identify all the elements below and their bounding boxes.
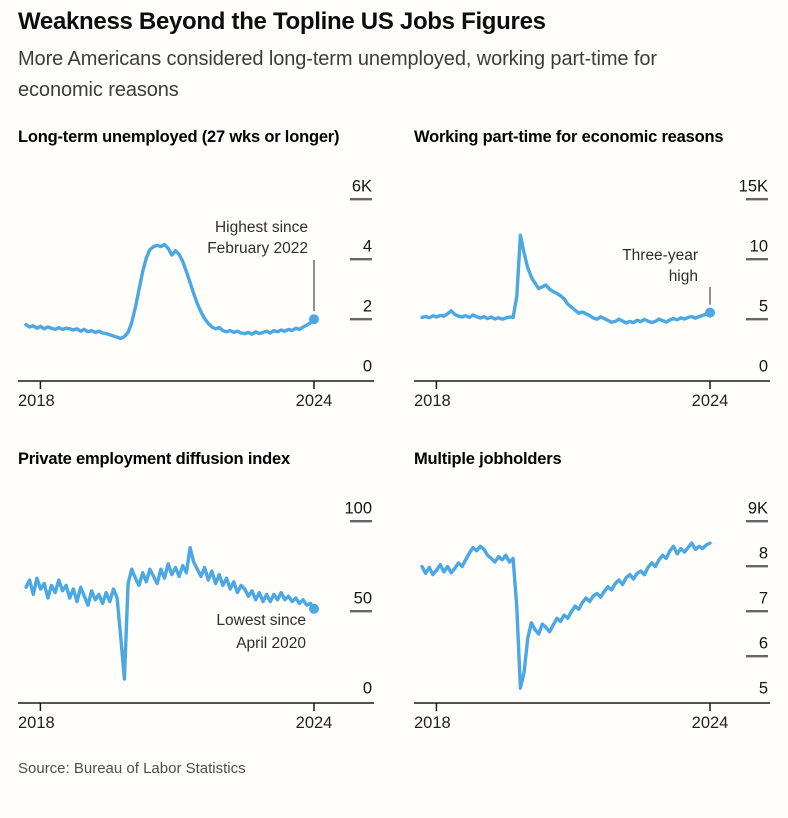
y-axis-label: 0 bbox=[363, 680, 372, 698]
annotation-text: Highest since bbox=[215, 219, 308, 236]
chart-panel-part-time-economic: Working part-time for economic reasons 2… bbox=[414, 128, 770, 416]
y-axis-tick bbox=[746, 655, 768, 658]
y-axis-label: 0 bbox=[363, 358, 372, 376]
y-axis-tick bbox=[350, 610, 372, 613]
annotation-text: Lowest since bbox=[216, 612, 306, 629]
y-axis-label: 5 bbox=[759, 298, 768, 316]
annotation-text: Three-year bbox=[622, 247, 698, 264]
y-axis-label: 10 bbox=[750, 238, 768, 256]
y-axis-tick bbox=[746, 318, 768, 321]
x-axis-label: 2018 bbox=[414, 392, 451, 410]
y-axis-label: 2 bbox=[363, 298, 372, 316]
y-axis-tick bbox=[746, 258, 768, 261]
y-axis-tick bbox=[350, 520, 372, 523]
y-axis-label: 9K bbox=[748, 500, 768, 518]
y-axis-label: 15K bbox=[739, 178, 768, 196]
line-chart-diffusion-index: 2018 2024 100 50 0 Lowest since April 2020 bbox=[18, 500, 374, 732]
y-axis-label: 0 bbox=[759, 358, 768, 376]
y-axis-label: 100 bbox=[344, 500, 372, 518]
end-point-marker bbox=[309, 314, 319, 325]
chart-panel-long-term-unemployed: Long-term unemployed (27 wks or longer) … bbox=[18, 128, 374, 416]
annotation-text: high bbox=[669, 268, 698, 285]
y-axis-label: 6K bbox=[352, 178, 372, 196]
y-axis-tick bbox=[350, 198, 372, 201]
page-subtitle-line-1: More Americans considered long-term unem… bbox=[18, 48, 657, 70]
y-axis-label: 6 bbox=[759, 635, 768, 653]
annotation-text: February 2022 bbox=[207, 240, 308, 257]
y-axis-tick bbox=[746, 198, 768, 201]
y-axis-tick bbox=[350, 258, 372, 261]
page-title: Weakness Beyond the Topline US Jobs Figu… bbox=[18, 8, 546, 35]
page-subtitle-line-2: economic reasons bbox=[18, 79, 179, 101]
data-line bbox=[420, 233, 712, 325]
data-line bbox=[24, 242, 316, 341]
x-axis-label: 2018 bbox=[414, 714, 451, 732]
y-axis-label: 50 bbox=[354, 590, 372, 608]
panel-title: Multiple jobholders bbox=[414, 450, 562, 468]
end-point-marker bbox=[705, 307, 715, 318]
panel-title: Private employment diffusion index bbox=[18, 450, 290, 468]
line-chart-part-time-economic: 2018 2024 15K 10 5 0 Three-year high bbox=[414, 178, 770, 410]
x-axis-label: 2018 bbox=[18, 392, 55, 410]
y-axis-tick bbox=[746, 565, 768, 568]
annotation-text: April 2020 bbox=[236, 635, 306, 652]
chart-panel-diffusion-index: Private employment diffusion index 2018 2… bbox=[18, 450, 374, 738]
line-chart-long-term-unemployed: 2018 2024 6K 4 2 0 Highest since February 2022 bbox=[18, 178, 374, 410]
line-chart-multiple-jobholders: 2018 2024 9K 8 7 6 5 bbox=[414, 500, 770, 732]
source-text: Source: Bureau of Labor Statistics bbox=[18, 760, 246, 777]
y-axis-tick bbox=[350, 318, 372, 321]
panel-title: Long-term unemployed (27 wks or longer) bbox=[18, 128, 340, 146]
end-point-marker bbox=[309, 603, 319, 614]
y-axis-label: 7 bbox=[759, 590, 768, 608]
y-axis-tick bbox=[746, 520, 768, 523]
data-line bbox=[420, 541, 712, 690]
y-axis-label: 8 bbox=[759, 545, 768, 563]
x-axis-label: 2024 bbox=[692, 392, 729, 410]
y-axis-tick bbox=[746, 610, 768, 613]
x-axis-label: 2018 bbox=[18, 714, 55, 732]
y-axis-label: 4 bbox=[363, 238, 372, 256]
x-axis-label: 2024 bbox=[692, 714, 729, 732]
y-axis-label: 5 bbox=[759, 680, 768, 698]
data-line bbox=[24, 545, 316, 681]
panel-title: Working part-time for economic reasons bbox=[414, 128, 724, 146]
page-subtitle: More Americans considered long-term unem… bbox=[18, 44, 657, 106]
chart-panel-multiple-jobholders: Multiple jobholders 2018 2024 9K 8 7 6 5 bbox=[414, 450, 770, 738]
x-axis-label: 2024 bbox=[296, 392, 333, 410]
x-axis-label: 2024 bbox=[296, 714, 333, 732]
